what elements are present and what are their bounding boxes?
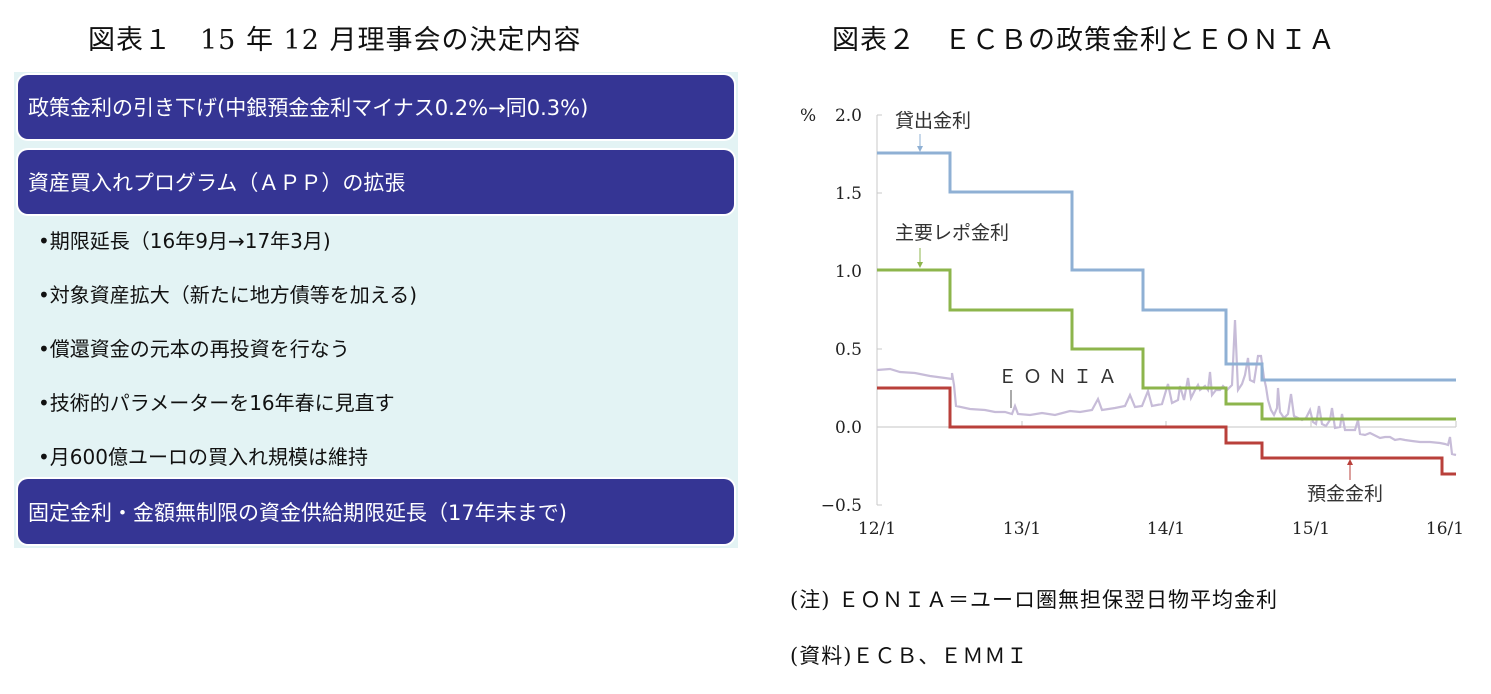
svg-text:15/1: 15/1 [1292, 519, 1330, 539]
svg-text:13/1: 13/1 [1003, 519, 1041, 539]
svg-text:1.5: 1.5 [835, 184, 862, 204]
fixed-rate-supply-box: 固定金利・金額無制限の資金供給期限延長（17年末まで) [18, 479, 734, 544]
annotation-main-refi-rate: 主要レポ金利 [895, 222, 1009, 268]
bullet-item: •月600億ユーロの買入れ規模は維持 [38, 445, 368, 469]
lending-rate-series [877, 151, 1456, 382]
svg-text:16/1: 16/1 [1426, 519, 1464, 539]
decision-panel: 政策金利の引き下げ(中銀預金金利マイナス0.2%→同0.3%) 資産買入れプログ… [14, 72, 738, 548]
svg-text:12/1: 12/1 [858, 519, 896, 539]
x-tick-labels: 12/1 13/1 14/1 15/1 16/1 [858, 519, 1464, 539]
annotation-deposit-rate: 預金金利 [1307, 459, 1383, 505]
svg-text:ＥＯＮＩＡ: ＥＯＮＩＡ [998, 366, 1123, 388]
svg-text:0.0: 0.0 [835, 418, 862, 438]
deposit-rate-series [877, 386, 1456, 476]
annotation-lending-rate: 貸出金利 [895, 110, 971, 152]
svg-text:1.0: 1.0 [835, 262, 862, 282]
ecb-rates-chart: % 2.0 1.5 1.0 0.5 0.0 −0.5 12/1 13/1 14/… [780, 90, 1491, 560]
main-refi-rate-series [877, 268, 1456, 421]
bullet-item: •償還資金の元本の再投資を行なう [38, 337, 350, 361]
bullet-item: •対象資産拡大（新たに地方債等を加える) [38, 283, 417, 307]
y-tick-labels: % 2.0 1.5 1.0 0.5 0.0 −0.5 [800, 106, 862, 516]
svg-text:2.0: 2.0 [835, 106, 862, 126]
bullet-item: •期限延長（16年9月→17年3月) [38, 229, 331, 253]
svg-text:0.5: 0.5 [835, 340, 862, 360]
app-bullet-list: •期限延長（16年9月→17年3月) •対象資産拡大（新たに地方債等を加える) … [38, 220, 417, 490]
y-axis [876, 114, 882, 506]
svg-text:14/1: 14/1 [1147, 519, 1185, 539]
svg-text:−0.5: −0.5 [821, 496, 862, 516]
eonia-series [876, 319, 1457, 457]
svg-text:貸出金利: 貸出金利 [895, 110, 971, 132]
app-expansion-box: 資産買入れプログラム（ＡＰＰ）の拡張 [18, 150, 734, 214]
rate-cut-box: 政策金利の引き下げ(中銀預金金利マイナス0.2%→同0.3%) [18, 75, 734, 139]
svg-text:預金金利: 預金金利 [1307, 483, 1383, 505]
chart-note: (注) ＥＯＮＩＡ＝ユーロ圏無担保翌日物平均金利 [790, 588, 1279, 612]
chart-source: (資料)ＥＣＢ、ＥＭＭＩ [790, 644, 1029, 668]
figure1-title: 図表１ 15 年 12 月理事会の決定内容 [88, 25, 582, 56]
figure2-title: 図表２ ＥＣＢの政策金利とＥＯＮＩＡ [832, 25, 1336, 56]
svg-text:主要レポ金利: 主要レポ金利 [895, 222, 1009, 244]
y-unit-label: % [800, 106, 816, 126]
annotation-eonia: ＥＯＮＩＡ [998, 366, 1123, 408]
bullet-item: •技術的パラメーターを16年春に見直す [38, 391, 395, 415]
